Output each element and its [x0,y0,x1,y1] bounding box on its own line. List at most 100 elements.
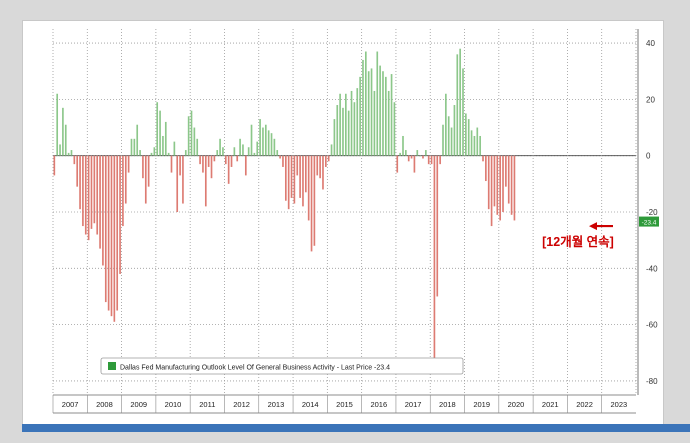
bar [64,124,67,156]
bar [279,155,281,159]
bar [179,155,181,176]
bar [182,155,184,204]
bar [127,155,130,173]
chart-bars [53,48,516,362]
bar [453,105,456,156]
bar [113,155,116,322]
bar [102,155,104,266]
bar [393,102,396,156]
chart-legend: Dallas Fed Manufacturing Outlook Level O… [100,357,464,375]
x-tick-label: 2016 [370,400,387,409]
bar [124,155,127,204]
bar [53,155,56,176]
bar [367,71,370,156]
bar [227,155,230,184]
y-tick-label: -60 [646,321,658,330]
bar [410,155,413,159]
bar [299,155,301,198]
annotation-label: [12개월 연속] [542,234,614,249]
bar [425,150,427,156]
bar [370,68,373,156]
bar [104,155,107,303]
last-price-tag-label: -23.4 [642,220,657,227]
bar [264,124,267,156]
bar [119,155,121,274]
bar [187,116,190,156]
bar [287,155,290,210]
bar [302,155,304,207]
bar [316,155,319,176]
x-tick-label: 2007 [62,400,79,409]
bar [150,152,153,156]
bar [407,155,410,162]
bar [405,150,407,156]
x-tick-label: 2011 [199,400,215,409]
bar [430,155,433,165]
bar [442,124,444,156]
bar [222,147,224,156]
bar [296,155,299,176]
bar [327,155,330,162]
x-tick-label: 2013 [268,400,285,409]
bar [362,59,364,156]
bar [470,130,473,156]
y-tick-label: -40 [646,264,658,273]
bar [67,152,70,156]
bar [382,71,384,156]
bar [144,155,147,204]
bar [247,147,250,156]
x-tick-label: 2012 [233,400,250,409]
y-tick-label: -20 [646,208,658,217]
bar [262,127,264,156]
bar [216,150,219,156]
bar [107,155,110,311]
bar [293,155,296,204]
bar [242,144,244,156]
bar [156,102,159,156]
bar [365,51,367,156]
bar [164,121,167,156]
bar [170,155,173,173]
bar [133,138,136,156]
bar [347,110,350,156]
bar [136,124,139,156]
bar [339,93,341,156]
bar [485,155,487,182]
chart-frame: 40 20 0 -20 -40 -60 -80 2007 2008 2009 2010 2011 20… [22,20,664,428]
bar [56,93,59,156]
bar [313,155,316,246]
bar [304,155,307,193]
bar [110,155,113,317]
bar [507,155,510,204]
bar [513,155,516,221]
bar [270,133,273,156]
x-tick-label: 2017 [405,400,422,409]
bar [90,155,93,229]
bar [325,155,327,167]
annotation-arrow-head [589,222,597,231]
bar [230,155,233,167]
bar [76,155,79,187]
bar [319,155,321,179]
bar [93,155,96,224]
bar [373,90,376,156]
bar [467,119,470,156]
bar [153,147,156,156]
bar [202,155,204,173]
x-tick-label: 2020 [508,400,525,409]
bar [147,155,150,187]
bar [353,102,356,156]
bar [253,152,256,156]
bar [233,147,236,156]
bottom-bar [22,424,690,432]
bar [159,110,161,156]
bar [476,127,479,156]
y-tick-label: 0 [646,152,651,161]
bar [450,127,453,156]
bar [184,150,187,156]
bar [307,155,310,221]
x-axis: 2007 2008 2009 2010 2011 2012 2013 2014 2015 2016… [52,394,636,414]
bar [419,155,421,157]
bar [224,155,227,165]
